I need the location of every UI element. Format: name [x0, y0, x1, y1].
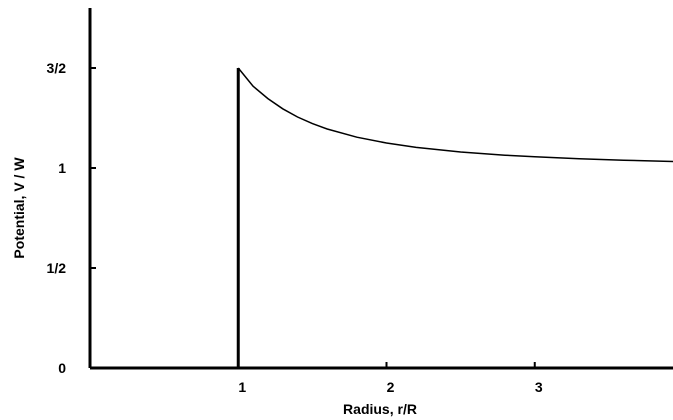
x-tick-label-1: 2 [387, 379, 395, 395]
x-axis-title: Radius, r/R [343, 401, 417, 417]
y-tick-label-3: 3/2 [47, 60, 67, 76]
x-tick-label-2: 3 [535, 379, 543, 395]
y-tick-label-1: 1/2 [47, 260, 67, 276]
y-tick-label-2: 1 [58, 160, 66, 176]
x-tick-label-0: 1 [238, 379, 246, 395]
y-axis-title: Potential, V / W [11, 157, 27, 259]
series-line-0 [237, 67, 673, 163]
plot-area: 01/213/21234 [47, 8, 673, 395]
y-tick-label-0: 0 [58, 360, 66, 376]
